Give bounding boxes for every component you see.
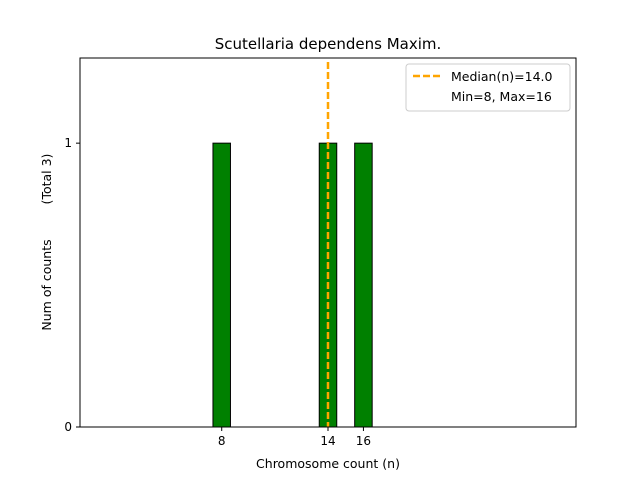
bar-8 <box>212 142 231 428</box>
plot-area: 8 14 16 0 1 <box>64 62 386 448</box>
x-tick-label-16: 16 <box>356 434 371 448</box>
x-tick-label-14: 14 <box>320 434 335 448</box>
legend-box <box>405 63 571 112</box>
y-tick-label-0: 0 <box>64 420 72 434</box>
y-axis-total-label: (Total 3) <box>39 154 54 205</box>
legend-median-label: Median(n)=14.0 <box>451 69 552 84</box>
y-tick-label-1: 1 <box>64 136 72 150</box>
chart-title: Scutellaria dependens Maxim. <box>215 35 442 53</box>
axes-frame <box>79 57 577 428</box>
x-tick-label-8: 8 <box>218 434 226 448</box>
y-axis-label: Num of counts <box>39 239 54 330</box>
legend: Median(n)=14.0 Min=8, Max=16 <box>405 63 571 112</box>
bar-16 <box>354 142 373 428</box>
legend-range-label: Min=8, Max=16 <box>451 89 552 104</box>
x-axis-label: Chromosome count (n) <box>256 456 400 471</box>
